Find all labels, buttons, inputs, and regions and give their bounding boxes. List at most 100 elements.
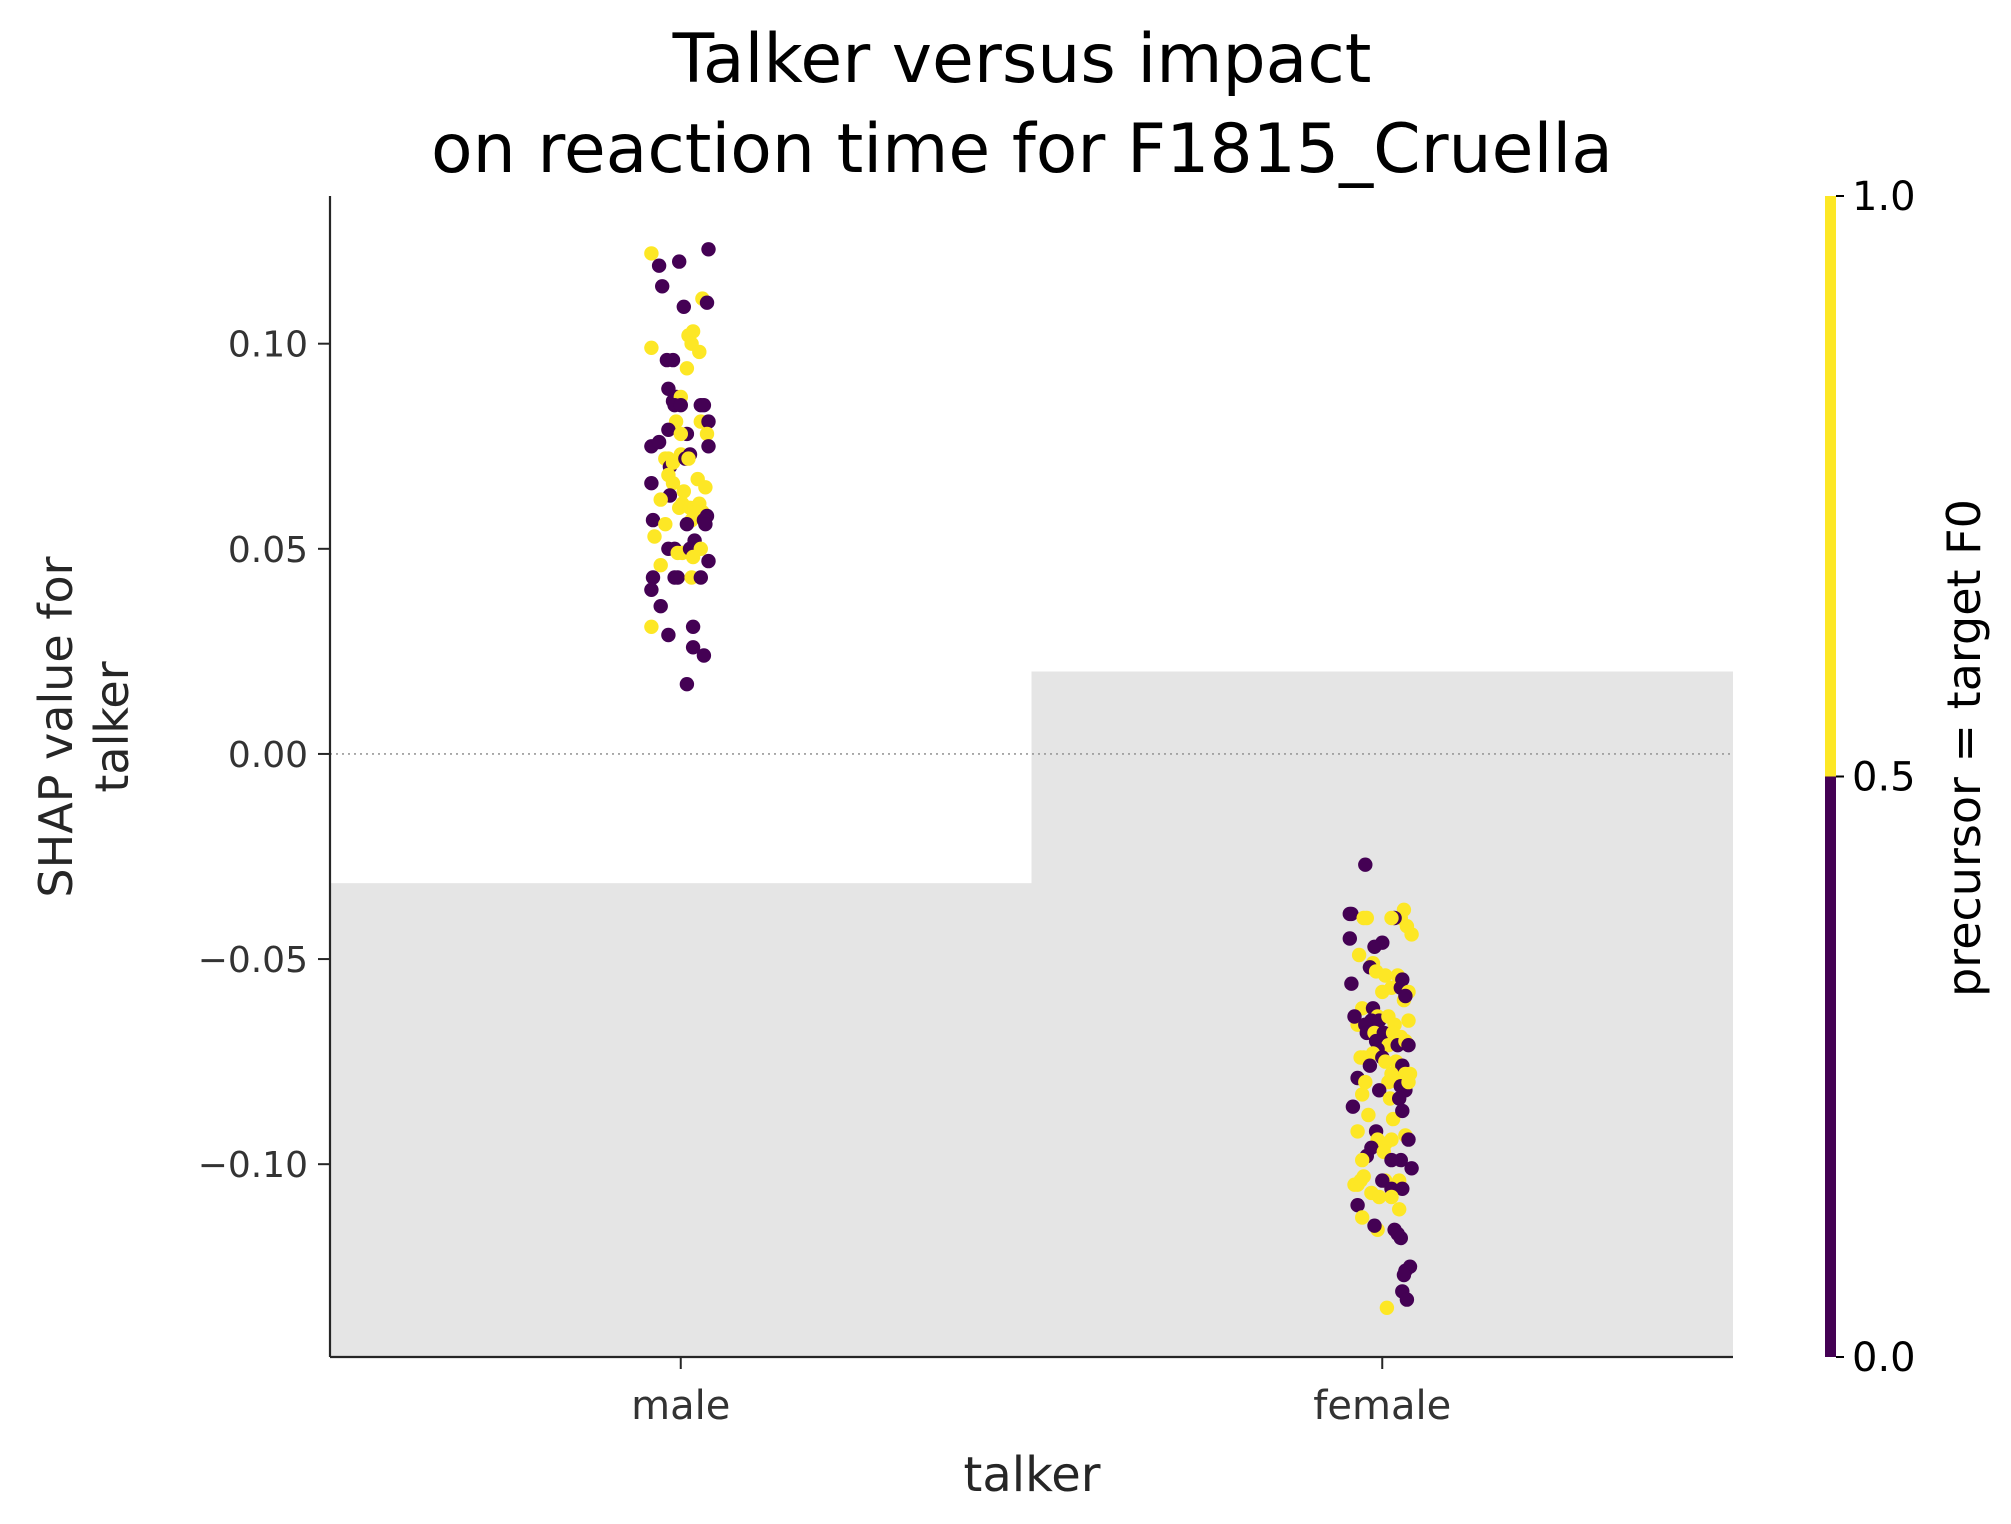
point-male-73: [653, 558, 668, 573]
point-female-8: [1384, 910, 1399, 926]
point-female-25: [1344, 976, 1359, 991]
point-female-62: [1358, 1074, 1373, 1090]
point-female-103: [1392, 1202, 1407, 1217]
point-male-6: [699, 295, 715, 310]
point-female-69: [1355, 1087, 1370, 1102]
point-female-11: [1342, 931, 1358, 946]
y-tick-label-1: 0.05: [228, 530, 308, 571]
point-female-76: [1350, 1124, 1365, 1139]
point-female-67: [1401, 1074, 1416, 1090]
point-female-36: [1347, 1009, 1362, 1024]
colorbar-ticks: 0.0 0.5 1.0: [1836, 174, 1916, 1381]
colorbar-segment-1: [1825, 196, 1836, 777]
point-male-86: [679, 677, 695, 692]
point-female-80: [1401, 1132, 1416, 1147]
point-female-73: [1361, 1107, 1376, 1123]
point-female-68: [1372, 1083, 1387, 1098]
point-male-84: [685, 640, 701, 655]
colorbar-tick-label-2: 1.0: [1852, 174, 1916, 220]
point-female-102: [1384, 1189, 1399, 1205]
point-female-104: [1355, 1210, 1370, 1225]
colorbar-tick-label-0: 0.0: [1852, 1335, 1916, 1381]
point-male-4: [701, 242, 716, 257]
point-female-98: [1372, 1189, 1387, 1205]
point-male-7: [676, 299, 691, 314]
point-female-27: [1398, 988, 1413, 1004]
point-female-109: [1393, 1230, 1409, 1246]
point-male-82: [685, 619, 701, 634]
point-male-71: [685, 549, 701, 565]
point-female-112: [1396, 1267, 1412, 1283]
point-male-10: [644, 340, 659, 355]
point-male-76: [670, 570, 685, 585]
point-male-42: [644, 476, 659, 491]
point-female-101: [1350, 1198, 1365, 1213]
y-axis-label: SHAP value for talker: [29, 556, 139, 897]
point-female-74: [1385, 1111, 1401, 1127]
point-female-71: [1392, 1091, 1407, 1106]
point-female-106: [1367, 1218, 1382, 1233]
x-tick-label-female: female: [1313, 1383, 1451, 1429]
point-male-40: [699, 426, 715, 442]
point-female-72: [1345, 1099, 1361, 1114]
point-male-41: [701, 439, 716, 454]
x-axis-label: talker: [964, 1447, 1101, 1503]
y-axis-ticks: 0.10 0.05 0.00 −0.05 −0.10: [198, 325, 330, 1186]
point-female-48: [1401, 1038, 1416, 1053]
point-female-88: [1384, 1152, 1399, 1168]
point-male-0: [644, 246, 659, 261]
point-female-10: [1399, 919, 1415, 934]
point-male-25: [701, 414, 716, 429]
colorbar-tick-label-1: 0.5: [1852, 755, 1916, 801]
point-female-86: [1355, 1152, 1370, 1168]
point-female-54: [1378, 1054, 1393, 1069]
point-female-75: [1395, 1103, 1410, 1119]
point-male-72: [701, 553, 716, 569]
point-male-51: [672, 500, 687, 515]
y-tick-label-2: 0.00: [228, 735, 308, 776]
point-female-95: [1375, 1173, 1390, 1188]
point-male-31: [651, 434, 667, 450]
y-axis-label-line-2: talker: [85, 661, 139, 792]
title-line-1: Talker versus impact: [672, 20, 1372, 99]
point-male-81: [644, 619, 659, 634]
point-male-15: [679, 361, 695, 376]
point-male-27: [661, 422, 676, 437]
point-female-93: [1356, 1169, 1371, 1184]
point-female-43: [1401, 1013, 1416, 1028]
colorbar-segment-0: [1825, 776, 1836, 1357]
colorbar-label: precursor = target F0: [1937, 499, 1991, 997]
point-male-74: [645, 570, 661, 585]
point-male-3: [672, 254, 687, 269]
background-step-male: [330, 883, 1032, 1357]
point-female-14: [1351, 947, 1367, 963]
title: Talker versus impact on reaction time fo…: [431, 20, 1613, 189]
y-tick-label-3: −0.05: [198, 940, 308, 981]
title-line-2: on reaction time for F1815_Cruella: [431, 110, 1613, 189]
point-female-114: [1399, 1292, 1415, 1307]
colorbar-segments: [1825, 196, 1836, 1357]
point-male-62: [679, 517, 695, 532]
colorbar: 0.0 0.5 1.0 precursor = target F0: [1825, 174, 1991, 1381]
point-male-46: [698, 480, 713, 495]
point-male-2: [655, 279, 670, 294]
point-male-80: [653, 599, 668, 614]
point-female-4: [1342, 906, 1358, 922]
point-female-26: [1375, 984, 1390, 1000]
y-tick-label-0: 0.10: [228, 325, 308, 366]
point-male-58: [658, 517, 673, 532]
point-male-39: [681, 451, 696, 466]
y-axis-label-line-1: SHAP value for: [29, 556, 83, 897]
point-male-49: [676, 484, 691, 499]
point-male-21: [673, 398, 688, 413]
point-female-100: [1395, 1181, 1410, 1197]
point-male-61: [698, 517, 713, 532]
point-male-63: [647, 529, 662, 544]
point-male-79: [644, 582, 659, 597]
point-female-20: [1368, 964, 1384, 979]
y-tick-label-4: −0.10: [198, 1145, 308, 1186]
scatter-points: [644, 242, 1419, 1316]
point-male-14: [665, 352, 681, 368]
point-female-57: [1362, 1058, 1378, 1073]
